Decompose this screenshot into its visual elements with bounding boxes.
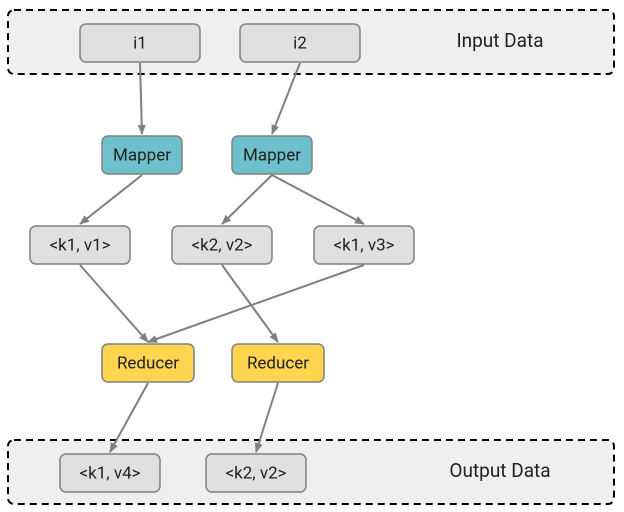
node-kv2-label: <k2, v2> bbox=[191, 235, 252, 255]
mapreduce-diagram: Input Data Output Data i1 i2 Mapper Mapper <k1… bbox=[0, 0, 624, 512]
edge-m1-kv1 bbox=[80, 175, 142, 224]
output-section-label: Output Data bbox=[449, 459, 550, 482]
node-i1-label: i1 bbox=[133, 33, 147, 53]
node-i2-label: i2 bbox=[293, 33, 307, 53]
nodes: i1 i2 Mapper Mapper <k1, v1> <k2, v2> <k1, v3>… bbox=[30, 24, 414, 492]
node-kv3-label: <k1, v3> bbox=[333, 235, 394, 255]
node-m1-label: Mapper bbox=[113, 145, 171, 165]
node-m2-label: Mapper bbox=[243, 145, 301, 165]
node-kv1-label: <k1, v1> bbox=[49, 235, 110, 255]
edge-kv1-r1 bbox=[80, 265, 148, 342]
node-o1-label: <k1, v4> bbox=[79, 463, 140, 483]
edge-m2-kv2 bbox=[222, 175, 272, 224]
edge-kv3-r1 bbox=[148, 265, 364, 342]
edge-kv2-r2 bbox=[222, 265, 278, 342]
node-o2-label: <k2, v2> bbox=[225, 463, 286, 483]
edge-m2-kv3 bbox=[272, 175, 364, 224]
node-r2-label: Reducer bbox=[247, 353, 309, 373]
input-section-label: Input Data bbox=[456, 29, 543, 52]
node-r1-label: Reducer bbox=[117, 353, 179, 373]
